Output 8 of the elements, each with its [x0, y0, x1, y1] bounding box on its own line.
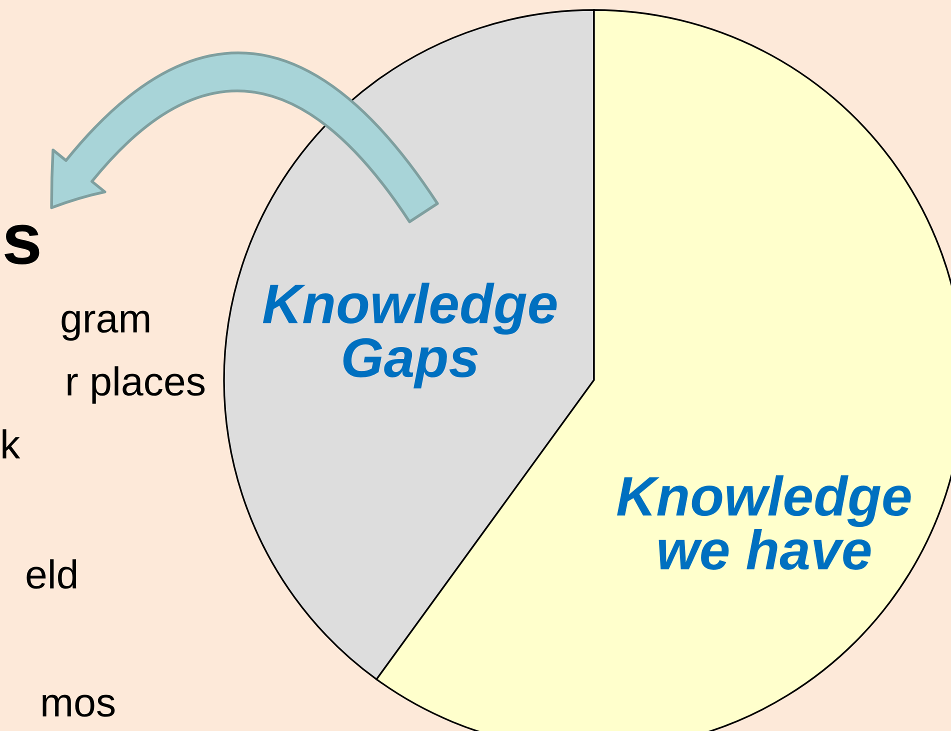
- slice-label: Knowledge we have: [617, 475, 911, 570]
- text: r places: [68, 366, 205, 404]
- text: gram: [62, 310, 150, 341]
- text: eld: [26, 559, 76, 589]
- text: s: [4, 224, 40, 264]
- slice-label: Knowledge Gaps: [262, 282, 557, 388]
- text: k: [2, 429, 20, 458]
- text: mos: [42, 694, 115, 717]
